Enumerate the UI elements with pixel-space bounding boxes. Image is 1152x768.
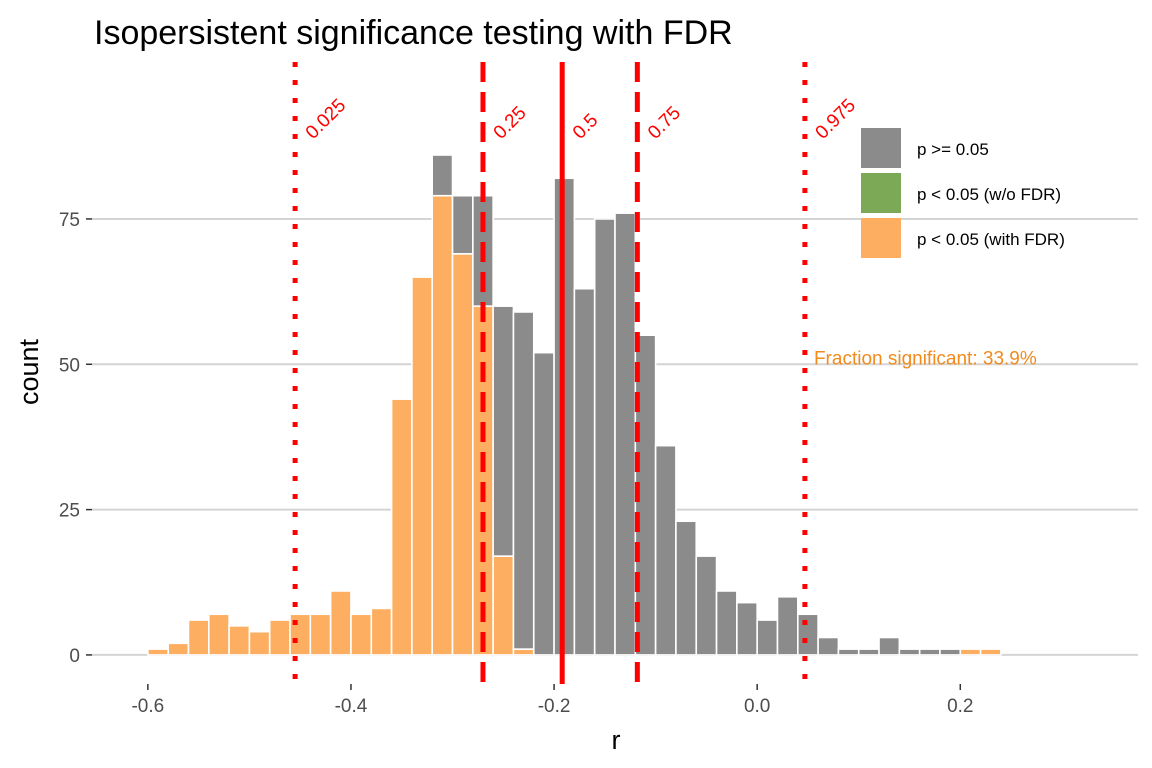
x-tick-label: 0.0: [744, 696, 770, 717]
x-tick-label: -0.2: [538, 696, 571, 717]
histogram-bar: [451, 194, 474, 255]
histogram-bar: [268, 619, 291, 656]
histogram-bar: [431, 154, 454, 197]
histogram-bar: [248, 630, 271, 656]
histogram-bar: [918, 648, 941, 656]
fraction-significant-annotation: Fraction significant: 33.9%: [814, 348, 1037, 369]
legend-swatch: [861, 128, 901, 168]
histogram-bar: [431, 194, 454, 656]
x-tick-label: -0.4: [335, 696, 368, 717]
histogram-bar: [614, 212, 637, 656]
histogram-bar: [532, 351, 555, 656]
histogram-bar: [329, 590, 352, 656]
y-tick-label: 25: [59, 501, 80, 522]
y-tick-label: 50: [59, 355, 80, 376]
histogram-bar: [187, 619, 210, 656]
histogram-bar: [837, 648, 860, 656]
x-axis-ticks: -0.6 -0.4 -0.2 0.0 0.2: [131, 684, 973, 717]
histogram-bar: [207, 613, 230, 656]
histogram-bar: [492, 305, 515, 557]
quantile-label: 0.025: [302, 95, 350, 143]
legend-label: p < 0.05 (with FDR): [917, 230, 1065, 249]
histogram-bar: [654, 444, 677, 656]
histogram-bar: [492, 555, 515, 656]
legend-swatch: [861, 173, 901, 213]
histogram-bar: [979, 648, 1002, 656]
histogram-bar: [715, 590, 738, 656]
histogram-bar: [756, 619, 779, 656]
histogram-bar: [390, 398, 413, 656]
histogram-bar: [370, 607, 393, 656]
x-tick-label: 0.2: [947, 696, 973, 717]
x-axis-title: r: [612, 725, 621, 755]
histogram-bar: [898, 648, 921, 656]
histogram-bar: [228, 625, 251, 656]
histogram-bar: [857, 648, 880, 656]
chart-title: Isopersistent significance testing with …: [94, 14, 733, 52]
legend-label: p >= 0.05: [917, 140, 989, 159]
quantile-label: 0.975: [812, 95, 860, 143]
quantile-label: 0.5: [569, 110, 603, 144]
histogram-bar: [776, 596, 799, 656]
histogram-bar: [147, 648, 169, 656]
quantile-label: 0.75: [644, 103, 685, 144]
y-axis-title: count: [14, 338, 44, 405]
x-tick-label: -0.6: [131, 696, 164, 717]
y-tick-label: 0: [69, 646, 80, 667]
legend-label: p < 0.05 (w/o FDR): [917, 185, 1061, 204]
histogram-bar: [878, 636, 901, 656]
histogram-bar: [939, 648, 962, 656]
histogram-bar: [817, 636, 840, 656]
histogram-bar: [675, 520, 698, 656]
y-tick-label: 75: [59, 210, 80, 231]
histogram-bar: [736, 601, 758, 656]
y-axis-ticks: 0 25 50 75: [59, 210, 92, 667]
histogram-bar: [695, 555, 718, 656]
histogram-bar: [573, 287, 596, 656]
histogram-bar: [411, 276, 434, 656]
legend: p >= 0.05 p < 0.05 (w/o FDR) p < 0.05 (wit…: [861, 128, 1065, 258]
histogram-bar: [796, 613, 819, 656]
histogram-bar: [593, 218, 616, 656]
histogram-bar: [959, 648, 982, 656]
histogram-bar: [350, 613, 373, 656]
quantile-label: 0.25: [490, 103, 531, 144]
histogram-bar: [309, 613, 332, 656]
histogram-bar: [512, 648, 535, 656]
histogram-bar: [512, 311, 535, 650]
histogram-bar: [451, 253, 474, 656]
histogram-bar: [167, 642, 190, 656]
legend-swatch: [861, 218, 901, 258]
